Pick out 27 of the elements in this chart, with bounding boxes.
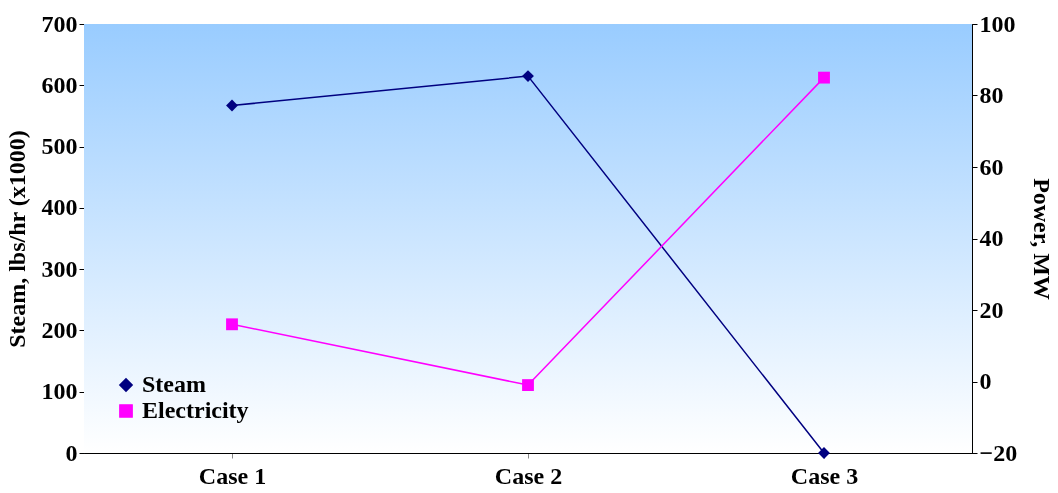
legend-label: Steam bbox=[142, 371, 206, 397]
y2-tick-label: 80 bbox=[979, 82, 1004, 108]
x-tick-label: Case 3 bbox=[790, 462, 859, 489]
x-tick-label: Case 2 bbox=[494, 462, 563, 489]
legend-label: Electricity bbox=[142, 397, 249, 423]
y-tick-label: 400 bbox=[41, 194, 78, 221]
y-tick-label: 300 bbox=[41, 255, 78, 282]
y2-tick-label: 100 bbox=[979, 10, 1016, 37]
y2-tick-label: 40 bbox=[979, 225, 1004, 251]
point bbox=[226, 318, 238, 331]
x-tick-label: Case 1 bbox=[198, 462, 267, 489]
y-tick-label: 100 bbox=[41, 378, 78, 405]
y-tick-label: 200 bbox=[41, 316, 78, 343]
y-axis-title: Steam, lbs/hr (x1000) bbox=[3, 130, 30, 348]
y-tick-label: 0 bbox=[65, 439, 78, 466]
y-tick-label: 600 bbox=[41, 71, 78, 98]
y2-tick-label: −20 bbox=[979, 439, 1018, 466]
point bbox=[818, 71, 830, 84]
point bbox=[226, 99, 238, 112]
point bbox=[522, 379, 534, 391]
y2-tick-label: 0 bbox=[979, 368, 992, 394]
y2-tick-label: 60 bbox=[979, 153, 1004, 180]
y-tick-label: 700 bbox=[41, 10, 78, 37]
y2-tick-label: 20 bbox=[979, 296, 1004, 323]
y2-axis-title: Power, MW bbox=[1029, 178, 1056, 300]
y-tick-label: 500 bbox=[41, 133, 78, 160]
point bbox=[818, 447, 830, 459]
